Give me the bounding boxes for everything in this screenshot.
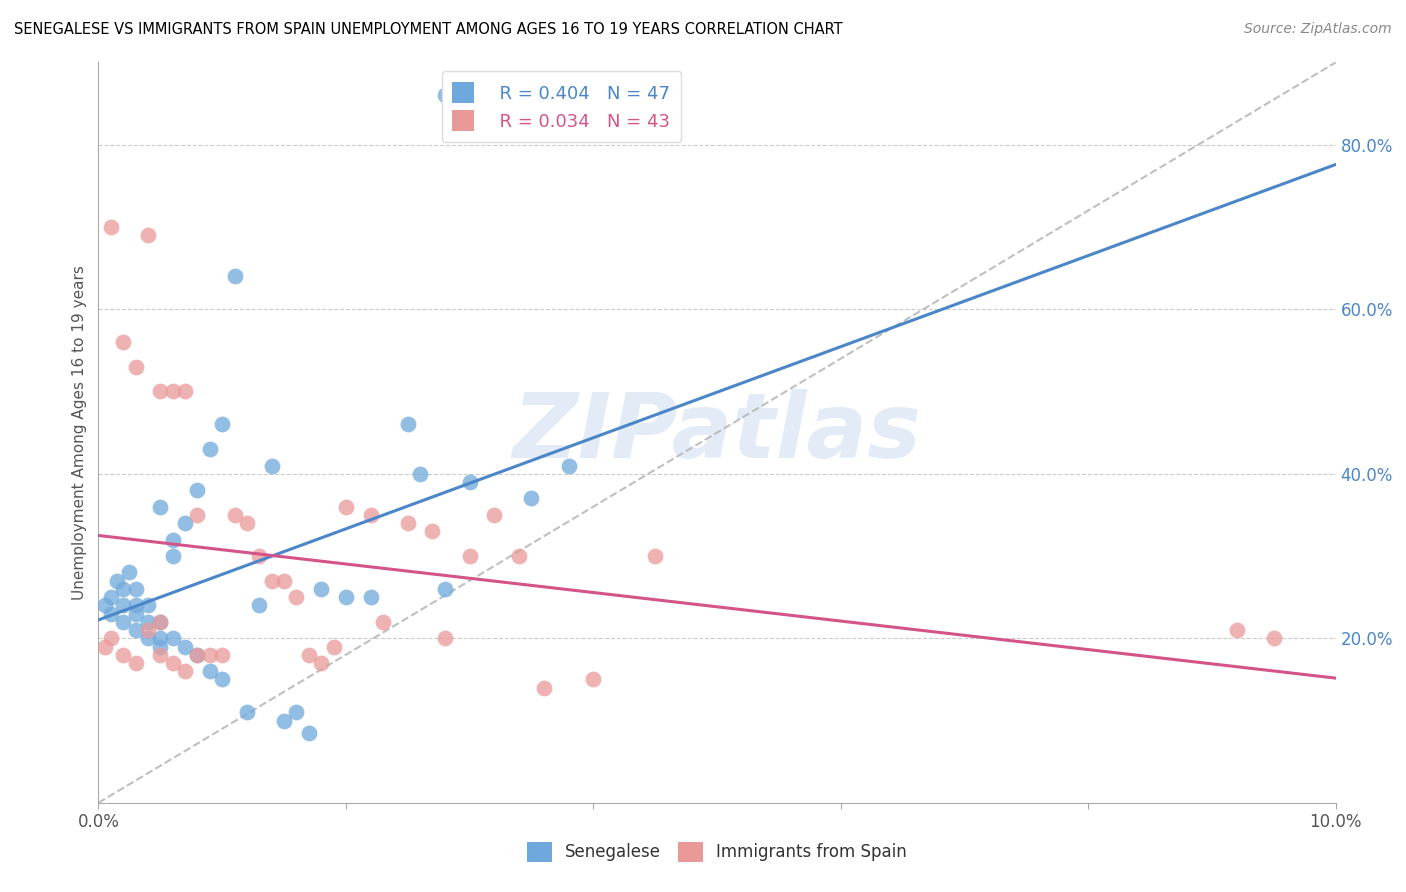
Point [162,533,184,547]
Point [174,664,197,678]
Point [422,524,444,539]
Point [100,590,122,604]
Point [458,475,481,489]
Y-axis label: Unemployment Among Ages 16 to 19 years: Unemployment Among Ages 16 to 19 years [72,265,87,600]
Point [396,516,419,530]
Point [260,574,283,588]
Point [298,648,321,662]
Point [236,516,259,530]
Point [273,714,295,728]
Point [112,335,135,350]
Point [186,508,208,522]
Point [149,615,172,629]
Point [335,500,357,514]
Point [433,632,456,646]
Text: ZIPatlas: ZIPatlas [513,389,921,476]
Point [247,549,270,563]
Point [105,574,128,588]
Point [582,673,605,687]
Point [247,599,270,613]
Point [309,582,332,596]
Point [149,632,172,646]
Point [124,582,146,596]
Legend: Senegalese, Immigrants from Spain: Senegalese, Immigrants from Spain [520,835,914,869]
Point [93,599,115,613]
Point [198,648,221,662]
Point [211,417,233,432]
Text: Source: ZipAtlas.com: Source: ZipAtlas.com [1244,22,1392,37]
Point [484,508,506,522]
Point [1263,632,1285,646]
Point [224,508,246,522]
Point [409,467,432,481]
Point [371,615,394,629]
Point [136,615,159,629]
Point [124,599,146,613]
Point [520,491,543,506]
Point [174,516,197,530]
Point [186,648,208,662]
Point [557,458,579,473]
Point [433,88,456,103]
Text: SENEGALESE VS IMMIGRANTS FROM SPAIN UNEMPLOYMENT AMONG AGES 16 TO 19 YEARS CORRE: SENEGALESE VS IMMIGRANTS FROM SPAIN UNEM… [14,22,842,37]
Point [136,623,159,637]
Point [298,726,321,740]
Point [433,582,456,596]
Point [322,640,344,654]
Point [162,632,184,646]
Point [112,582,135,596]
Point [149,500,172,514]
Point [186,483,208,498]
Point [174,640,197,654]
Point [100,219,122,234]
Point [174,384,197,399]
Point [335,590,357,604]
Point [533,681,555,695]
Point [100,632,122,646]
Point [162,549,184,563]
Point [198,664,221,678]
Point [124,623,146,637]
Point [309,656,332,670]
Point [149,648,172,662]
Point [118,566,141,580]
Point [100,607,122,621]
Point [273,574,295,588]
Point [124,607,146,621]
Point [198,442,221,456]
Point [236,706,259,720]
Point [285,706,308,720]
Point [149,615,172,629]
Point [124,656,146,670]
Point [162,384,184,399]
Point [186,648,208,662]
Point [112,648,135,662]
Point [93,640,115,654]
Point [112,615,135,629]
Point [458,549,481,563]
Point [149,384,172,399]
Point [136,228,159,243]
Point [211,648,233,662]
Point [644,549,666,563]
Point [508,549,530,563]
Point [396,417,419,432]
Point [260,458,283,473]
Point [211,673,233,687]
Point [136,599,159,613]
Point [1226,623,1249,637]
Point [136,632,159,646]
Point [285,590,308,604]
Point [112,599,135,613]
Point [224,269,246,284]
Point [124,359,146,374]
Point [360,590,382,604]
Point [149,640,172,654]
Point [162,656,184,670]
Point [360,508,382,522]
